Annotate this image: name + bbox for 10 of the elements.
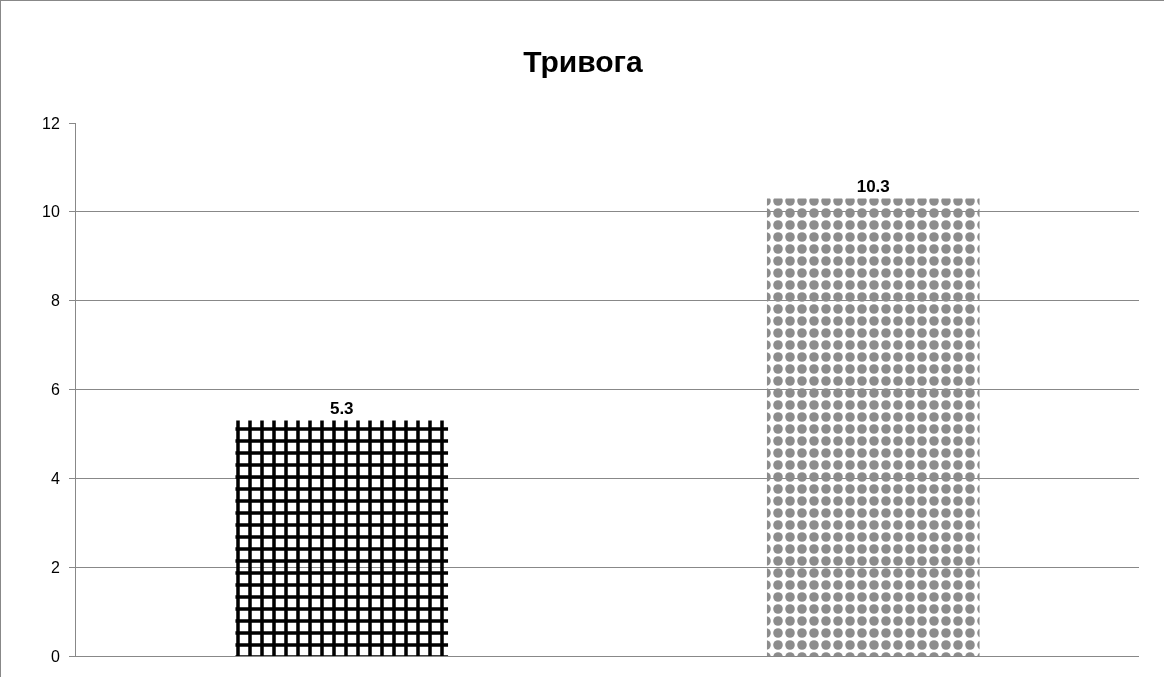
y-tick-label: 12 [42, 114, 60, 132]
y-tick-label: 8 [50, 292, 60, 310]
data-label: 10.3 [856, 176, 890, 196]
y-tick-label: 6 [50, 381, 60, 399]
data-label: 5.3 [329, 398, 354, 418]
y-tick-label: 0 [50, 647, 60, 665]
chart-title: Тривога [523, 45, 644, 79]
y-tick-label: 4 [50, 469, 60, 487]
y-tick-label: 2 [50, 558, 60, 576]
y-tick-label: 10 [42, 203, 60, 221]
